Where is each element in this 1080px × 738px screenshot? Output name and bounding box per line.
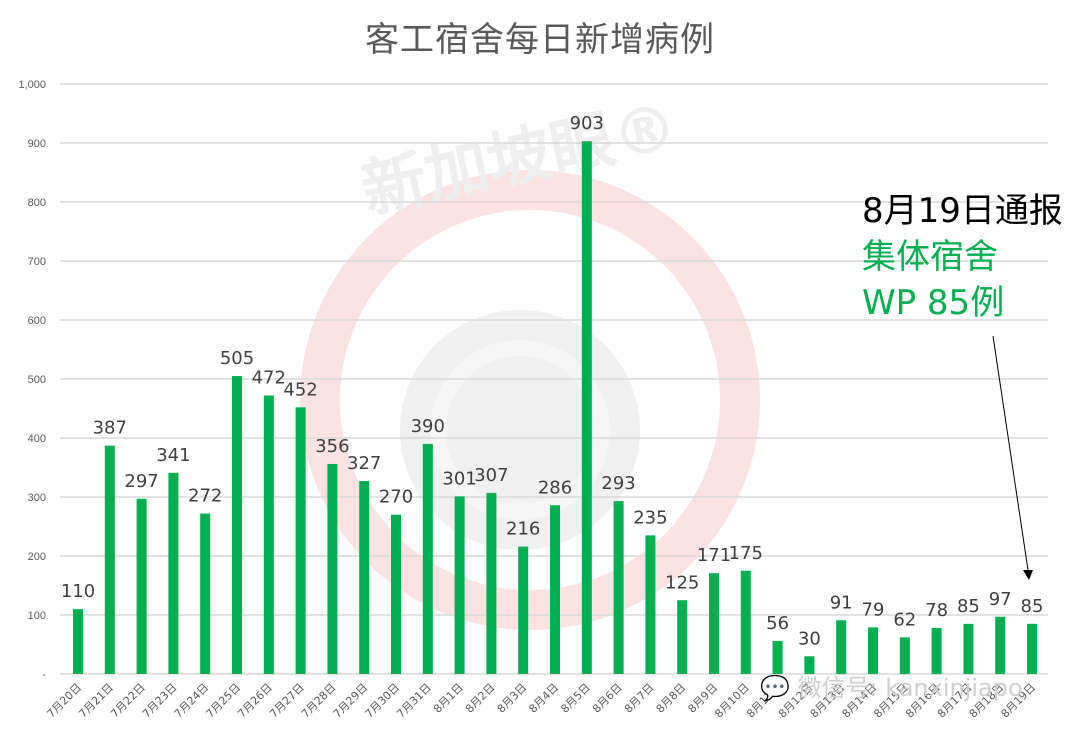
bar	[263, 395, 274, 674]
bar-value-label: 505	[220, 348, 254, 369]
bar-value-label: 472	[252, 368, 286, 389]
bar-value-label: 56	[766, 613, 789, 634]
y-tick-label: 700	[28, 256, 46, 268]
bar-value-label: 341	[156, 445, 190, 466]
bar	[836, 620, 847, 674]
bar-value-label: 62	[893, 609, 916, 630]
bar-value-label: 78	[925, 600, 948, 621]
bar-value-label: 903	[570, 113, 604, 134]
y-tick-label: 200	[28, 551, 46, 563]
bar-value-label: 110	[61, 581, 95, 602]
bar	[963, 623, 974, 674]
annotation-line-2: 集体宿舍	[862, 237, 998, 277]
bar-value-label: 390	[411, 416, 445, 437]
x-tick-label: 7月29日	[331, 681, 371, 721]
bar	[327, 463, 338, 674]
y-tick-label: 400	[28, 433, 46, 445]
bar-value-label: 307	[474, 465, 508, 486]
bar	[645, 535, 656, 674]
bar	[104, 445, 115, 674]
chart-title: 客工宿舍每日新增病例	[365, 20, 715, 60]
bar-value-label: 85	[957, 596, 980, 617]
bar	[613, 501, 624, 674]
y-tick-label: 100	[28, 610, 46, 622]
x-tick-label: 8月7日	[622, 681, 657, 716]
bar	[200, 513, 211, 674]
bar-value-label: 175	[729, 543, 763, 564]
y-tick-label: 300	[28, 492, 46, 504]
x-tick-label: 8月1日	[431, 681, 466, 716]
bar-value-label: 235	[633, 507, 667, 528]
y-tick-label: -	[42, 669, 46, 681]
x-tick-label: 8月8日	[654, 681, 689, 716]
bar-value-label: 387	[93, 418, 127, 439]
bar	[709, 573, 719, 674]
bar	[136, 498, 147, 674]
bar	[899, 637, 910, 674]
x-tick-label: 8月4日	[526, 681, 561, 716]
annotation-line-1: 8月19日通报	[862, 191, 1063, 231]
bar-value-label: 301	[442, 468, 476, 489]
y-tick-label: 800	[28, 197, 46, 209]
bar	[868, 627, 878, 674]
x-tick-label: 8月3日	[495, 681, 530, 716]
bar	[804, 656, 815, 674]
bar	[73, 609, 83, 674]
bar	[391, 514, 401, 674]
bar	[1027, 623, 1037, 674]
arrow-head-icon	[1023, 570, 1033, 580]
bar-value-label: 216	[506, 519, 540, 540]
bar-value-label: 97	[989, 589, 1012, 610]
bar	[359, 481, 370, 674]
bar	[454, 496, 465, 674]
bar-value-label: 452	[283, 379, 317, 400]
x-tick-label: 8月5日	[558, 681, 593, 716]
x-tick-label: 8月2日	[463, 681, 498, 716]
annotation-callout: 8月19日通报 集体宿舍 WP 85例	[862, 188, 1063, 326]
bar-value-label: 356	[315, 436, 349, 457]
annotation-line-3: WP 85例	[862, 283, 1005, 323]
bar-value-label: 327	[347, 453, 381, 474]
x-tick-label: 8月6日	[590, 681, 625, 716]
bar	[232, 376, 242, 674]
bar-value-label: 297	[124, 471, 158, 492]
wechat-watermark: 💬 微信号: kanxinjiapo	[760, 668, 1023, 703]
y-tick-label: 1,000	[18, 79, 46, 91]
bar-value-label: 286	[538, 477, 572, 498]
x-tick-label: 7月31日	[394, 681, 434, 721]
y-tick-label: 600	[28, 315, 46, 327]
x-tick-label: 7月24日	[172, 681, 212, 721]
bar	[995, 616, 1006, 674]
bar	[486, 492, 497, 674]
bar	[518, 546, 529, 674]
bar-value-label: 91	[830, 592, 853, 613]
y-tick-label: 500	[28, 374, 46, 386]
y-tick-label: 900	[28, 138, 46, 150]
bar	[295, 407, 306, 674]
annotation-arrow	[992, 335, 1029, 571]
wechat-id-text: 微信号: kanxinjiapo	[797, 674, 1023, 702]
bar-value-label: 272	[188, 486, 222, 507]
wechat-icon: 💬	[760, 674, 790, 702]
bar-value-label: 125	[665, 572, 699, 593]
bar-value-label: 30	[798, 628, 821, 649]
bar	[740, 570, 751, 674]
bar	[677, 600, 688, 674]
bar	[931, 627, 942, 674]
bar-value-label: 79	[862, 599, 885, 620]
bar	[550, 505, 560, 674]
bar-value-label: 171	[697, 545, 731, 566]
bar-value-label: 270	[379, 487, 413, 508]
bar	[168, 472, 179, 674]
bar	[422, 443, 433, 674]
bar-value-label: 85	[1021, 596, 1044, 617]
bar	[581, 141, 592, 675]
bar-value-label: 293	[601, 473, 635, 494]
bar	[772, 640, 783, 674]
